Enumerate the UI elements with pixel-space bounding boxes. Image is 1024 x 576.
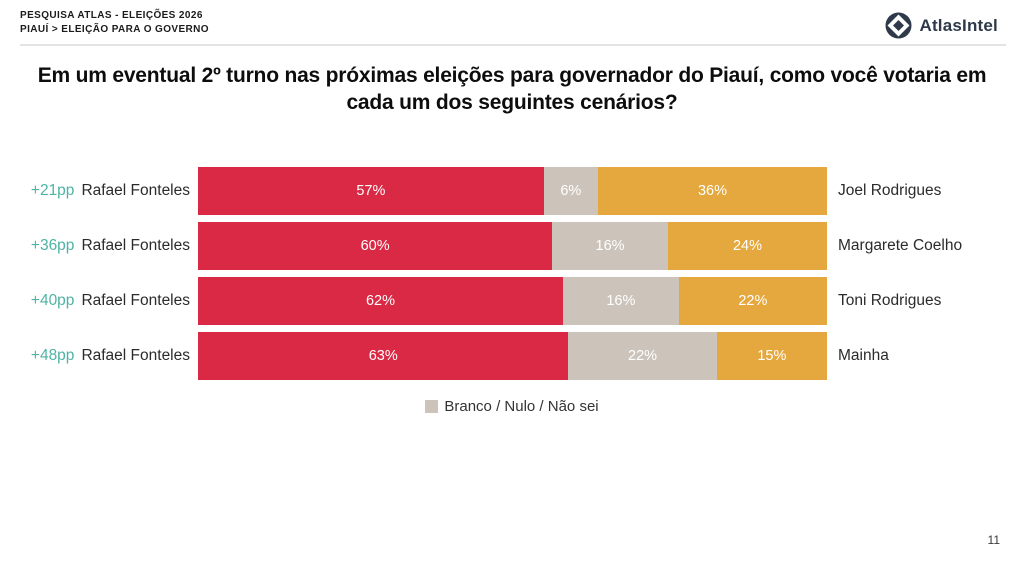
row-left-label: +21pp Rafael Fonteles (0, 167, 190, 215)
bar-segment: 6% (543, 167, 598, 215)
legend-label: Branco / Nulo / Não sei (444, 398, 599, 415)
segment-value-label: 62% (365, 293, 396, 309)
chart-row: +36pp Rafael Fonteles 60% 16% 24% Margarete C… (0, 222, 1024, 270)
row-left-label: +48pp Rafael Fonteles (0, 332, 190, 380)
bar-segment: 36% (597, 167, 827, 215)
segment-value-label: 36% (697, 183, 727, 199)
bar-segment: 16% (552, 222, 668, 270)
atlasintel-logo-icon (885, 12, 912, 39)
bar-segment: 57% (198, 167, 544, 215)
chart-row: +40pp Rafael Fonteles 62% 16% 22% Toni Rodrig… (0, 277, 1024, 325)
segment-value-label: 22% (738, 293, 768, 309)
report-header-line2: PIAUÍ > ELEIÇÃO PARA O GOVERNO (20, 24, 209, 35)
lead-margin: +40pp (30, 292, 75, 309)
segment-value-label: 16% (595, 238, 625, 254)
chart-row: +21pp Rafael Fonteles 57% 6% 36% Joel Rodrigu… (0, 167, 1024, 215)
header-divider (20, 44, 1006, 46)
stacked-bar: 57% 6% 36% (198, 167, 827, 215)
right-candidate-name: Margarete Coelho (838, 237, 963, 254)
right-candidate-name: Toni Rodrigues (838, 292, 942, 309)
legend-swatch (425, 400, 439, 413)
left-candidate-name: Rafael Fonteles (81, 292, 190, 309)
left-candidate-name: Rafael Fonteles (81, 347, 190, 364)
bar-segment: 22% (568, 332, 717, 380)
stacked-bar-chart: +21pp Rafael Fonteles 57% 6% 36% Joel Rodrigu… (0, 167, 1024, 387)
bar-segment: 16% (563, 277, 679, 325)
brand-name: AtlasIntel (919, 15, 998, 35)
segment-value-label: 57% (356, 183, 386, 199)
right-candidate-name: Joel Rodrigues (838, 182, 942, 199)
lead-margin: +36pp (30, 237, 75, 254)
bar-segment: 15% (716, 332, 827, 380)
left-candidate-name: Rafael Fonteles (81, 182, 190, 199)
report-header-line1: PESQUISA ATLAS - ELEIÇÕES 2026 (20, 10, 203, 21)
stacked-bar: 63% 22% 15% (198, 332, 827, 380)
segment-value-label: 16% (606, 293, 636, 309)
segment-value-label: 60% (360, 238, 390, 254)
page-number: 11 (987, 533, 1000, 547)
stacked-bar: 62% 16% 22% (198, 277, 827, 325)
segment-value-label: 63% (368, 348, 398, 364)
page-title: Em um eventual 2º turno nas próximas ele… (37, 64, 987, 115)
lead-margin: +48pp (30, 347, 75, 364)
stacked-bar: 60% 16% 24% (198, 222, 827, 270)
segment-value-label: 22% (628, 348, 658, 364)
bar-segment: 24% (667, 222, 827, 270)
lead-margin: +21pp (30, 182, 75, 199)
segment-value-label: 24% (732, 238, 762, 254)
chart-legend: Branco / Nulo / Não sei (0, 398, 1024, 415)
bar-segment: 63% (198, 332, 569, 380)
bar-segment: 60% (198, 222, 553, 270)
report-header: PESQUISA ATLAS - ELEIÇÕES 2026 PIAUÍ > E… (20, 9, 209, 37)
left-candidate-name: Rafael Fonteles (81, 237, 190, 254)
row-left-label: +36pp Rafael Fonteles (0, 222, 190, 270)
bar-segment: 22% (678, 277, 827, 325)
row-left-label: +40pp Rafael Fonteles (0, 277, 190, 325)
segment-value-label: 6% (560, 183, 582, 199)
chart-row: +48pp Rafael Fonteles 63% 22% 15% Mainha (0, 332, 1024, 380)
chart-rows: +21pp Rafael Fonteles 57% 6% 36% Joel Rodrigu… (0, 167, 1024, 380)
bar-segment: 62% (198, 277, 564, 325)
segment-value-label: 15% (757, 348, 787, 364)
brand-logo: AtlasIntel (885, 12, 998, 39)
right-candidate-name: Mainha (838, 347, 889, 364)
